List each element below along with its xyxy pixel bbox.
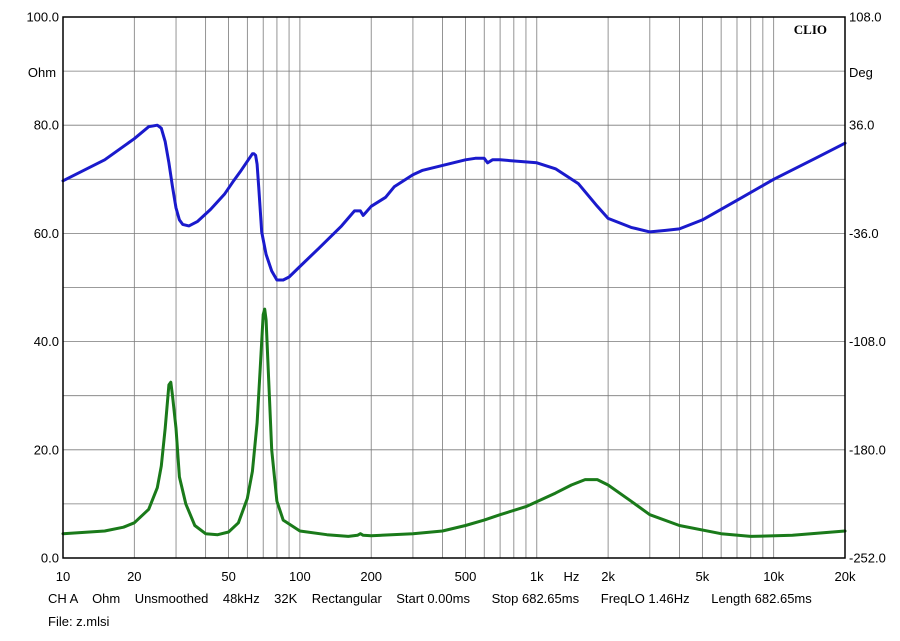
x-tick-label: 1k (530, 569, 544, 584)
y-left-axis-label: Ohm (28, 65, 56, 80)
y-right-axis-label: Deg (849, 65, 873, 80)
x-tick-label: 10k (763, 569, 784, 584)
y-left-tick-label: 80.0 (34, 118, 59, 133)
x-tick-label: 20 (127, 569, 141, 584)
y-right-tick-label: -108.0 (849, 334, 886, 349)
y-left-tick-label: 40.0 (34, 334, 59, 349)
x-tick-label: 500 (455, 569, 477, 584)
axis-labels: 10 20 50 100 200 500 1k 2k 5k 10k 20k Hz 0.0 20.0 40.0… (26, 10, 885, 585)
impedance-curve (61, 307, 847, 538)
y-left-tick-label: 60.0 (34, 226, 59, 241)
y-right-tick-label: 108.0 (849, 10, 882, 25)
measurement-info: CH A Ohm Unsmoothed 48kHz 32K Rectangula… (48, 591, 812, 606)
clio-watermark: CLIO (794, 22, 827, 37)
grid-lines (63, 17, 845, 558)
file-name: File: z.mlsi (48, 614, 110, 629)
x-tick-label: 5k (696, 569, 710, 584)
y-right-tick-label: 36.0 (849, 118, 874, 133)
y-right-tick-label: -36.0 (849, 226, 879, 241)
phase-curve (61, 123, 847, 282)
x-tick-label: 10 (56, 569, 70, 584)
y-left-tick-label: 20.0 (34, 442, 59, 457)
y-right-tick-label: -180.0 (849, 442, 886, 457)
x-axis-label: Hz (563, 569, 579, 584)
x-tick-label: 20k (835, 569, 856, 584)
x-tick-label: 200 (360, 569, 382, 584)
y-left-tick-label: 100.0 (26, 10, 59, 25)
x-tick-label: 50 (221, 569, 235, 584)
x-tick-label: 2k (601, 569, 615, 584)
y-right-tick-label: -252.0 (849, 551, 886, 566)
series-layer (61, 123, 847, 538)
x-tick-label: 100 (289, 569, 311, 584)
y-left-tick-label: 0.0 (41, 551, 59, 566)
plot-frame (62, 16, 846, 559)
